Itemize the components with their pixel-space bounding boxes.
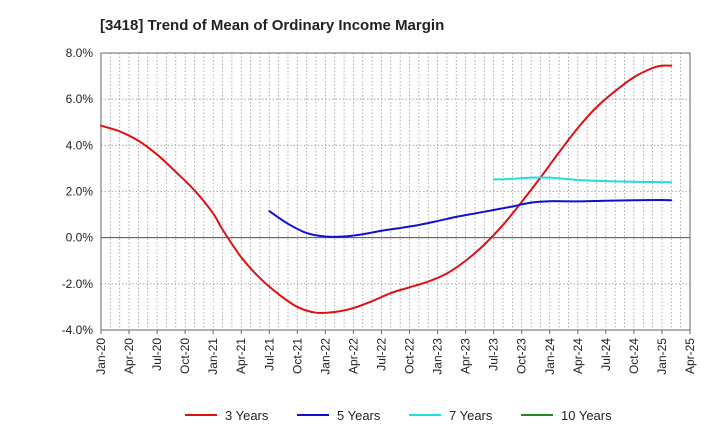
- y-tick-label: -2.0%: [62, 277, 94, 291]
- x-tick-label: Apr-20: [122, 338, 136, 374]
- plot-frame: [100, 52, 691, 331]
- y-tick-label: 4.0%: [66, 138, 94, 152]
- series-lines: [100, 64, 673, 315]
- x-axis-ticks: Jan-20 Apr-20 Jul-20 Oct-20 Jan-21 Apr-21 Jul-…: [94, 330, 697, 375]
- x-tick-label: Jan-25: [655, 338, 669, 375]
- x-tick-label: Oct-21: [290, 338, 304, 374]
- x-tick-label: Apr-22: [346, 338, 360, 374]
- y-tick-label: 2.0%: [66, 185, 94, 199]
- x-tick-label: Apr-24: [571, 338, 585, 374]
- y-tick-label: 0.0%: [66, 231, 94, 245]
- x-tick-label: Jan-23: [431, 338, 445, 375]
- x-tick-label: Jul-23: [487, 338, 501, 371]
- x-tick-label: Apr-25: [683, 338, 697, 374]
- legend-label: 7 Years: [449, 408, 493, 423]
- x-tick-label: Apr-23: [459, 338, 473, 374]
- y-tick-label: 6.0%: [66, 92, 94, 106]
- legend-label: 5 Years: [337, 408, 381, 423]
- x-tick-label: Jan-21: [206, 338, 220, 375]
- x-tick-label: Jan-22: [318, 338, 332, 375]
- x-tick-label: Oct-22: [403, 338, 417, 374]
- x-tick-label: Oct-23: [515, 338, 529, 374]
- y-axis-ticks: -4.0% -2.0% 0.0% 2.0% 4.0% 6.0% 8.0%: [62, 46, 94, 337]
- axes: [100, 52, 691, 331]
- x-tick-label: Jan-20: [94, 338, 108, 375]
- y-tick-label: 8.0%: [66, 46, 94, 60]
- x-tick-label: Jan-24: [543, 338, 557, 375]
- grid: [101, 53, 690, 330]
- legend: 3 Years 5 Years 7 Years 10 Years: [185, 408, 612, 423]
- legend-label: 10 Years: [561, 408, 612, 423]
- x-tick-label: Jul-24: [599, 338, 613, 371]
- series-line-7-years: [492, 176, 673, 184]
- series-line-3-years: [100, 64, 673, 315]
- legend-label: 3 Years: [225, 408, 269, 423]
- x-tick-label: Jul-20: [150, 338, 164, 371]
- x-tick-label: Apr-21: [234, 338, 248, 374]
- x-tick-label: Oct-24: [627, 338, 641, 374]
- x-tick-label: Oct-20: [178, 338, 192, 374]
- x-tick-label: Jul-21: [262, 338, 276, 371]
- x-tick-label: Jul-22: [374, 338, 388, 371]
- y-tick-label: -4.0%: [62, 323, 94, 337]
- series-line-5-years: [268, 199, 673, 238]
- chart-title: [3418] Trend of Mean of Ordinary Income …: [100, 17, 444, 34]
